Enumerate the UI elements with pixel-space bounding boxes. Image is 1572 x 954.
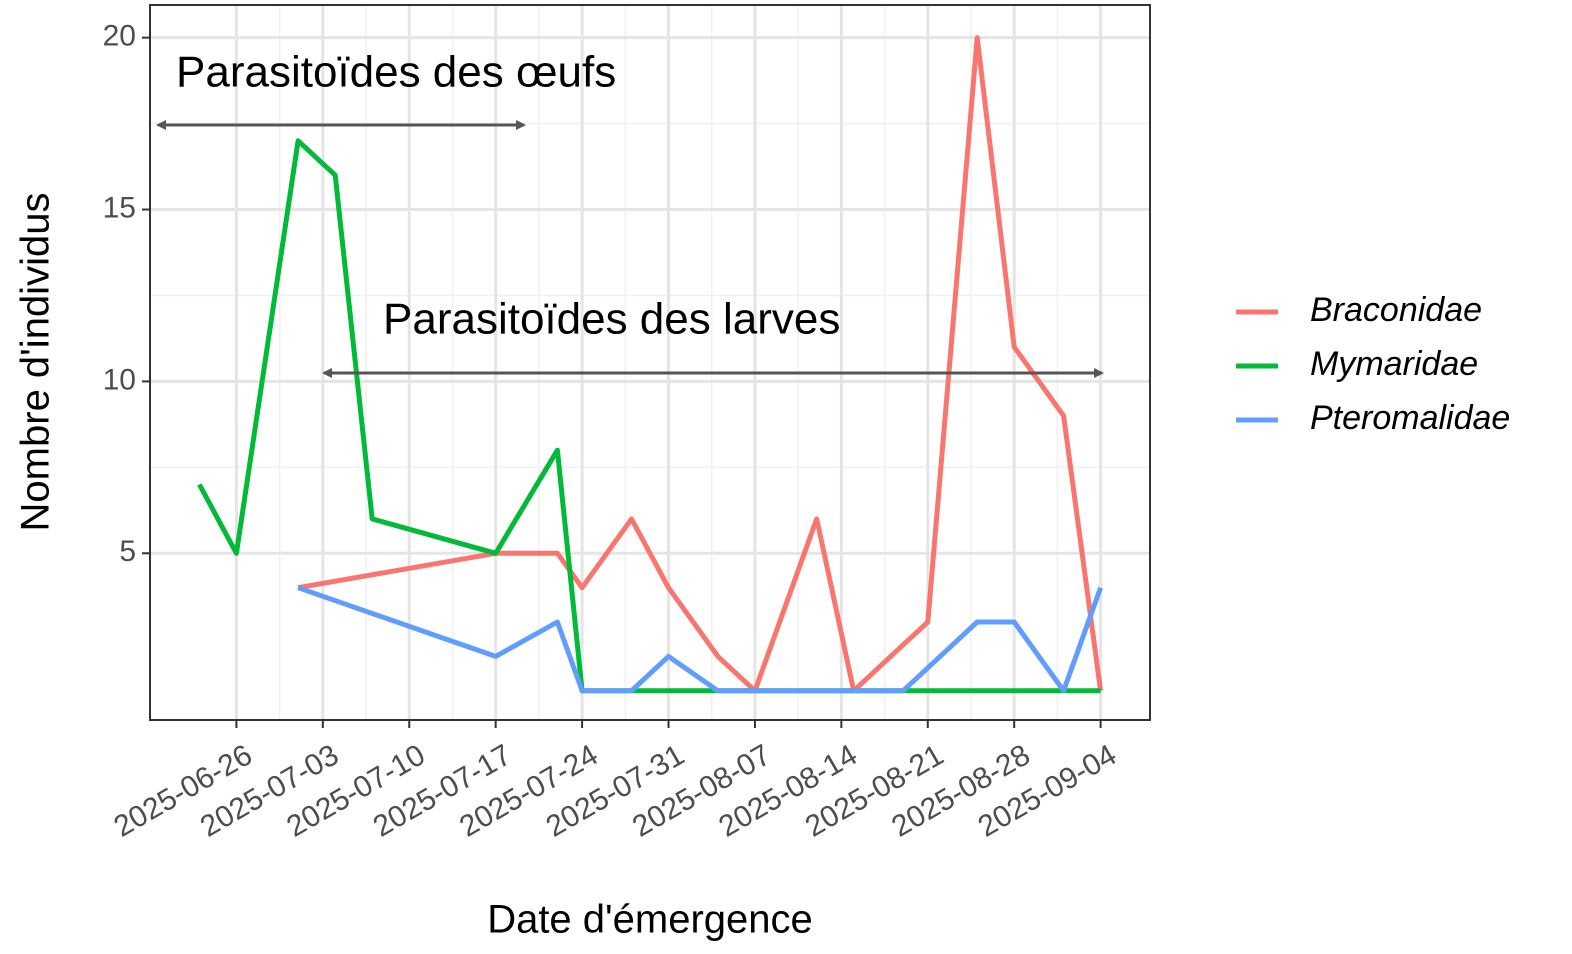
- panel-border: [149, 4, 1151, 721]
- y-tick-label: 5: [119, 535, 136, 568]
- panel: [150, 5, 1150, 720]
- annotation: Parasitoïdes des œufs: [176, 48, 616, 97]
- legend-label: Braconidae: [1310, 291, 1482, 329]
- y-tick-label: 10: [103, 363, 136, 396]
- line-series: [297, 585, 1103, 694]
- x-axis-title: Date d'émergence: [487, 898, 813, 942]
- y-tick-label: 20: [103, 20, 136, 53]
- y-tick-label: 15: [103, 191, 136, 224]
- y-axis-title: Nombre d'individus: [14, 193, 58, 532]
- legend-label: Pteromalidae: [1310, 399, 1510, 437]
- annotation: Parasitoïdes des larves: [383, 295, 840, 344]
- legend-label: Mymaridae: [1310, 345, 1478, 383]
